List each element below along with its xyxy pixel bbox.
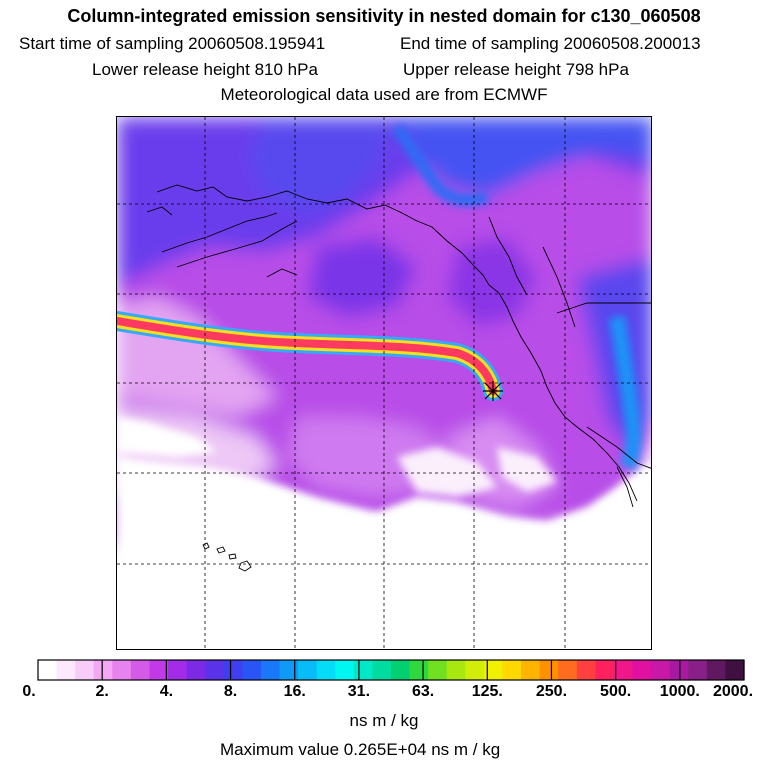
colorbar-tick-label: 8.: [223, 683, 238, 700]
colorbar-swatch: [706, 660, 727, 680]
lat-lon-grid: [117, 117, 651, 649]
colorbar-tick-label: 0.: [22, 683, 36, 700]
colorbar-swatch: [242, 660, 262, 680]
maximum-value-number: 0.265E+04 ns m / kg: [343, 740, 501, 759]
maximum-value-label: Maximum value: [220, 740, 340, 759]
colorbar-swatch: [186, 660, 206, 680]
release-lower-value: 810 hPa: [254, 60, 318, 79]
colorbar: [37, 659, 745, 681]
colorbar-swatch: [409, 660, 429, 680]
colorbar-swatch: [613, 660, 634, 680]
maximum-value: Maximum value 0.265E+04 ns m / kg: [220, 740, 500, 760]
colorbar-swatch: [260, 660, 281, 680]
colorbar-swatch: [149, 660, 169, 680]
colorbar-swatch: [651, 660, 671, 680]
colorbar-tick-label: 4.: [159, 683, 174, 700]
colorbar-swatch: [205, 660, 225, 680]
sensitivity-map: [117, 117, 651, 649]
met-data-note: Meteorological data used are from ECMWF: [220, 85, 548, 104]
colorbar-swatch: [558, 660, 578, 680]
release-location-marker: [483, 381, 503, 401]
sampling-start: Start time of sampling 20060508.195941: [19, 34, 325, 54]
sampling-start-label: Start time of sampling: [19, 34, 184, 53]
colorbar-border: [37, 659, 745, 681]
colorbar-swatch: [316, 660, 336, 680]
coastlines: [146, 184, 651, 508]
colorbar-swatch: [725, 660, 745, 680]
colorbar-units: ns m / kg: [349, 711, 419, 730]
colorbar-swatch: [56, 660, 76, 680]
low-sensitivity-region: [117, 417, 651, 649]
colorbar-tick-label: 16.: [283, 683, 306, 700]
colorbar-tick-label: 500.: [600, 683, 632, 700]
colorbar-tick-label: 63.: [411, 683, 435, 700]
colorbar-swatch: [428, 660, 448, 680]
sampling-end-value: 20060508.200013: [563, 34, 701, 53]
colorbar-swatch: [130, 660, 151, 680]
colorbar-swatch: [576, 660, 596, 680]
colorbar-tick-label: 1000.: [659, 683, 700, 700]
colorbar-swatch: [521, 660, 541, 680]
colorbar-tick-label: 125.: [471, 683, 503, 700]
colorbar-swatch: [75, 660, 95, 680]
sampling-start-value: 20060508.195941: [188, 34, 326, 53]
colorbar-tick-label: 31.: [347, 683, 371, 700]
colorbar-swatch: [372, 660, 392, 680]
hawaii-islands: [202, 542, 252, 572]
colorbar-swatch: [391, 660, 411, 680]
plume-track: [117, 311, 503, 401]
colorbar-swatch: [465, 660, 485, 680]
colorbar-swatch: [483, 660, 504, 680]
colorbar-swatch: [298, 660, 318, 680]
release-upper: Upper release height 798 hPa: [403, 60, 629, 80]
release-upper-label: Upper release height: [403, 60, 561, 79]
colorbar-swatch: [38, 660, 58, 680]
release-lower-label: Lower release height: [92, 60, 250, 79]
colorbar-tick-label: 250.: [535, 683, 568, 700]
colorbar-swatch: [595, 660, 615, 680]
colorbar-swatch: [279, 660, 299, 680]
plot-title: Column-integrated emission sensitivity i…: [67, 6, 701, 26]
colorbar-swatch: [502, 660, 522, 680]
colorbar-swatch: [688, 660, 708, 680]
colorbar-swatch: [446, 660, 466, 680]
colorbar-tick-label: 2.: [95, 683, 109, 700]
colorbar-swatch: [93, 660, 113, 680]
sampling-end-label: End time of sampling: [400, 34, 559, 53]
sampling-end: End time of sampling 20060508.200013: [400, 34, 701, 54]
colorbar-swatch: [353, 660, 374, 680]
coastal-band: [392, 123, 642, 471]
colorbar-swatch: [632, 660, 652, 680]
release-lower: Lower release height 810 hPa: [92, 60, 318, 80]
colorbar-swatch: [539, 660, 559, 680]
colorbar-swatch: [112, 660, 132, 680]
release-upper-value: 798 hPa: [565, 60, 629, 79]
map-panel: [116, 116, 652, 650]
colorbar-swatch: [168, 660, 188, 680]
colorbar-swatch: [223, 660, 243, 680]
colorbar-tick-label: 2000.: [712, 683, 754, 700]
colorbar-swatch: [335, 660, 355, 680]
